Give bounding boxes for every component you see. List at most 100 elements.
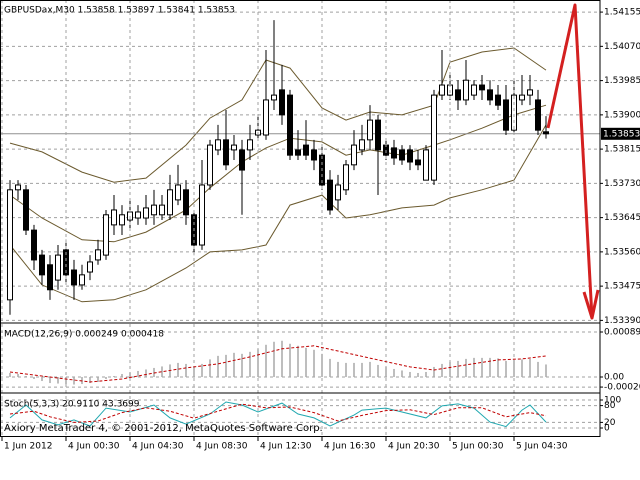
y-tick-label: 20 bbox=[604, 418, 616, 428]
candle-body bbox=[303, 144, 309, 156]
panel-title: Stoch(5,3,3) 20.9110 43.3699 bbox=[4, 400, 140, 410]
x-tick-label: 4 Jun 12:30 bbox=[260, 442, 312, 452]
y-tick-label: 1.53390 bbox=[604, 316, 640, 326]
candle-body bbox=[295, 149, 301, 156]
x-tick-label: 1 Jun 2012 bbox=[4, 442, 52, 452]
candle-body bbox=[151, 204, 157, 216]
candle-body bbox=[175, 184, 181, 201]
y-tick-label: 1.53560 bbox=[604, 247, 640, 257]
candle-body bbox=[183, 189, 189, 216]
candle-body bbox=[487, 89, 493, 101]
candle-body bbox=[279, 89, 285, 116]
candle-body bbox=[231, 144, 237, 151]
candle-body bbox=[15, 184, 21, 191]
candle-body bbox=[31, 229, 37, 261]
y-tick-label: 80 bbox=[604, 401, 616, 411]
candle-body bbox=[543, 131, 549, 135]
candle-body bbox=[247, 139, 253, 151]
x-tick-label: 4 Jun 04:30 bbox=[132, 442, 184, 452]
y-tick-label: 1.53730 bbox=[604, 179, 640, 189]
candle-body bbox=[71, 269, 77, 286]
candle-body bbox=[439, 84, 445, 96]
candle-body bbox=[271, 94, 277, 101]
candle-body bbox=[351, 144, 357, 166]
candle-body bbox=[359, 139, 365, 151]
candle-body bbox=[511, 94, 517, 131]
candle-body bbox=[535, 99, 541, 131]
candle-body bbox=[327, 179, 333, 211]
candle-body bbox=[95, 249, 101, 261]
x-tick-label: 5 Jun 04:30 bbox=[516, 442, 568, 452]
y-tick-label: 0.00 bbox=[604, 373, 624, 383]
candle-body bbox=[23, 189, 29, 231]
candle-body bbox=[207, 144, 213, 186]
candle-body bbox=[431, 94, 437, 181]
plot-layer: 1.54155 1.54070 1.53985 1.53900 1.53815 1.537… bbox=[0, 0, 640, 452]
macd-signal bbox=[9, 345, 547, 383]
candle-body bbox=[39, 254, 45, 276]
candle-body bbox=[239, 149, 245, 171]
drawn-arrow bbox=[546, 3, 600, 320]
footer: Axiory MetaTrader 4, © 2001-2012, MetaQu… bbox=[4, 423, 323, 434]
candle-body bbox=[495, 94, 501, 106]
candle-body bbox=[215, 139, 221, 151]
candle-body bbox=[55, 254, 61, 281]
candle-body bbox=[463, 79, 469, 101]
plot-frame bbox=[0, 0, 601, 437]
candle-body bbox=[415, 159, 421, 166]
y-tick-label: 1.53645 bbox=[604, 213, 640, 223]
candle-body bbox=[527, 89, 533, 96]
panel-title: MACD(12,26,9) 0.000249 0.000418 bbox=[4, 330, 164, 340]
y-tick-label: 1.54070 bbox=[604, 42, 640, 52]
candle-body bbox=[343, 164, 349, 191]
candle-body bbox=[471, 84, 477, 96]
price-box bbox=[601, 127, 640, 140]
candle-body bbox=[111, 209, 117, 226]
arrow-line bbox=[546, 3, 594, 319]
candle-body bbox=[103, 214, 109, 256]
candle-body bbox=[367, 119, 373, 141]
y-tick-label: 100 bbox=[604, 395, 621, 405]
y-tick-label: 1.53815 bbox=[604, 145, 640, 155]
candle-body bbox=[287, 94, 293, 156]
candle-body bbox=[87, 261, 93, 273]
x-tick-label: 5 Jun 00:30 bbox=[452, 442, 504, 452]
candle-body bbox=[311, 149, 317, 161]
candle-body bbox=[63, 249, 69, 276]
candle-body bbox=[399, 149, 405, 161]
x-tick-label: 4 Jun 16:30 bbox=[324, 442, 376, 452]
y-tick-label: -0.00020 bbox=[604, 383, 640, 393]
x-tick-label: 4 Jun 00:30 bbox=[68, 442, 120, 452]
candle-body bbox=[407, 149, 413, 163]
candle-body bbox=[423, 149, 429, 181]
candle-body bbox=[391, 147, 397, 159]
candle-body bbox=[7, 189, 13, 301]
candle-body bbox=[119, 214, 125, 226]
stoch-line bbox=[9, 401, 547, 428]
x-tick-label: 4 Jun 08:30 bbox=[196, 442, 248, 452]
candle-body bbox=[79, 274, 85, 286]
candle-body bbox=[143, 207, 149, 219]
candle-body bbox=[335, 184, 341, 201]
candle-body bbox=[455, 89, 461, 101]
panel-title: GBPUSDax,M30 1.53858 1.53897 1.53841 1.5… bbox=[4, 6, 235, 16]
candle-body bbox=[223, 139, 229, 166]
candle-body bbox=[503, 99, 509, 131]
y-tick-label: 1.53985 bbox=[604, 76, 640, 86]
candle-body bbox=[519, 94, 525, 101]
y-tick-label: 1.53475 bbox=[604, 282, 640, 292]
y-tick-label: 0.000894 bbox=[604, 328, 640, 338]
candle-body bbox=[375, 119, 381, 151]
candle-body bbox=[135, 211, 141, 219]
y-tick-label: 1.54155 bbox=[604, 8, 640, 18]
y-tick-label: 1.53900 bbox=[604, 110, 640, 120]
price-label: 1.53853 bbox=[603, 129, 640, 139]
band-line bbox=[9, 124, 547, 303]
y-tick-label: 0 bbox=[604, 423, 610, 433]
candle-body bbox=[167, 189, 173, 216]
candle-body bbox=[263, 99, 269, 136]
candle-body bbox=[479, 84, 485, 91]
x-tick-label: 4 Jun 20:30 bbox=[388, 442, 440, 452]
